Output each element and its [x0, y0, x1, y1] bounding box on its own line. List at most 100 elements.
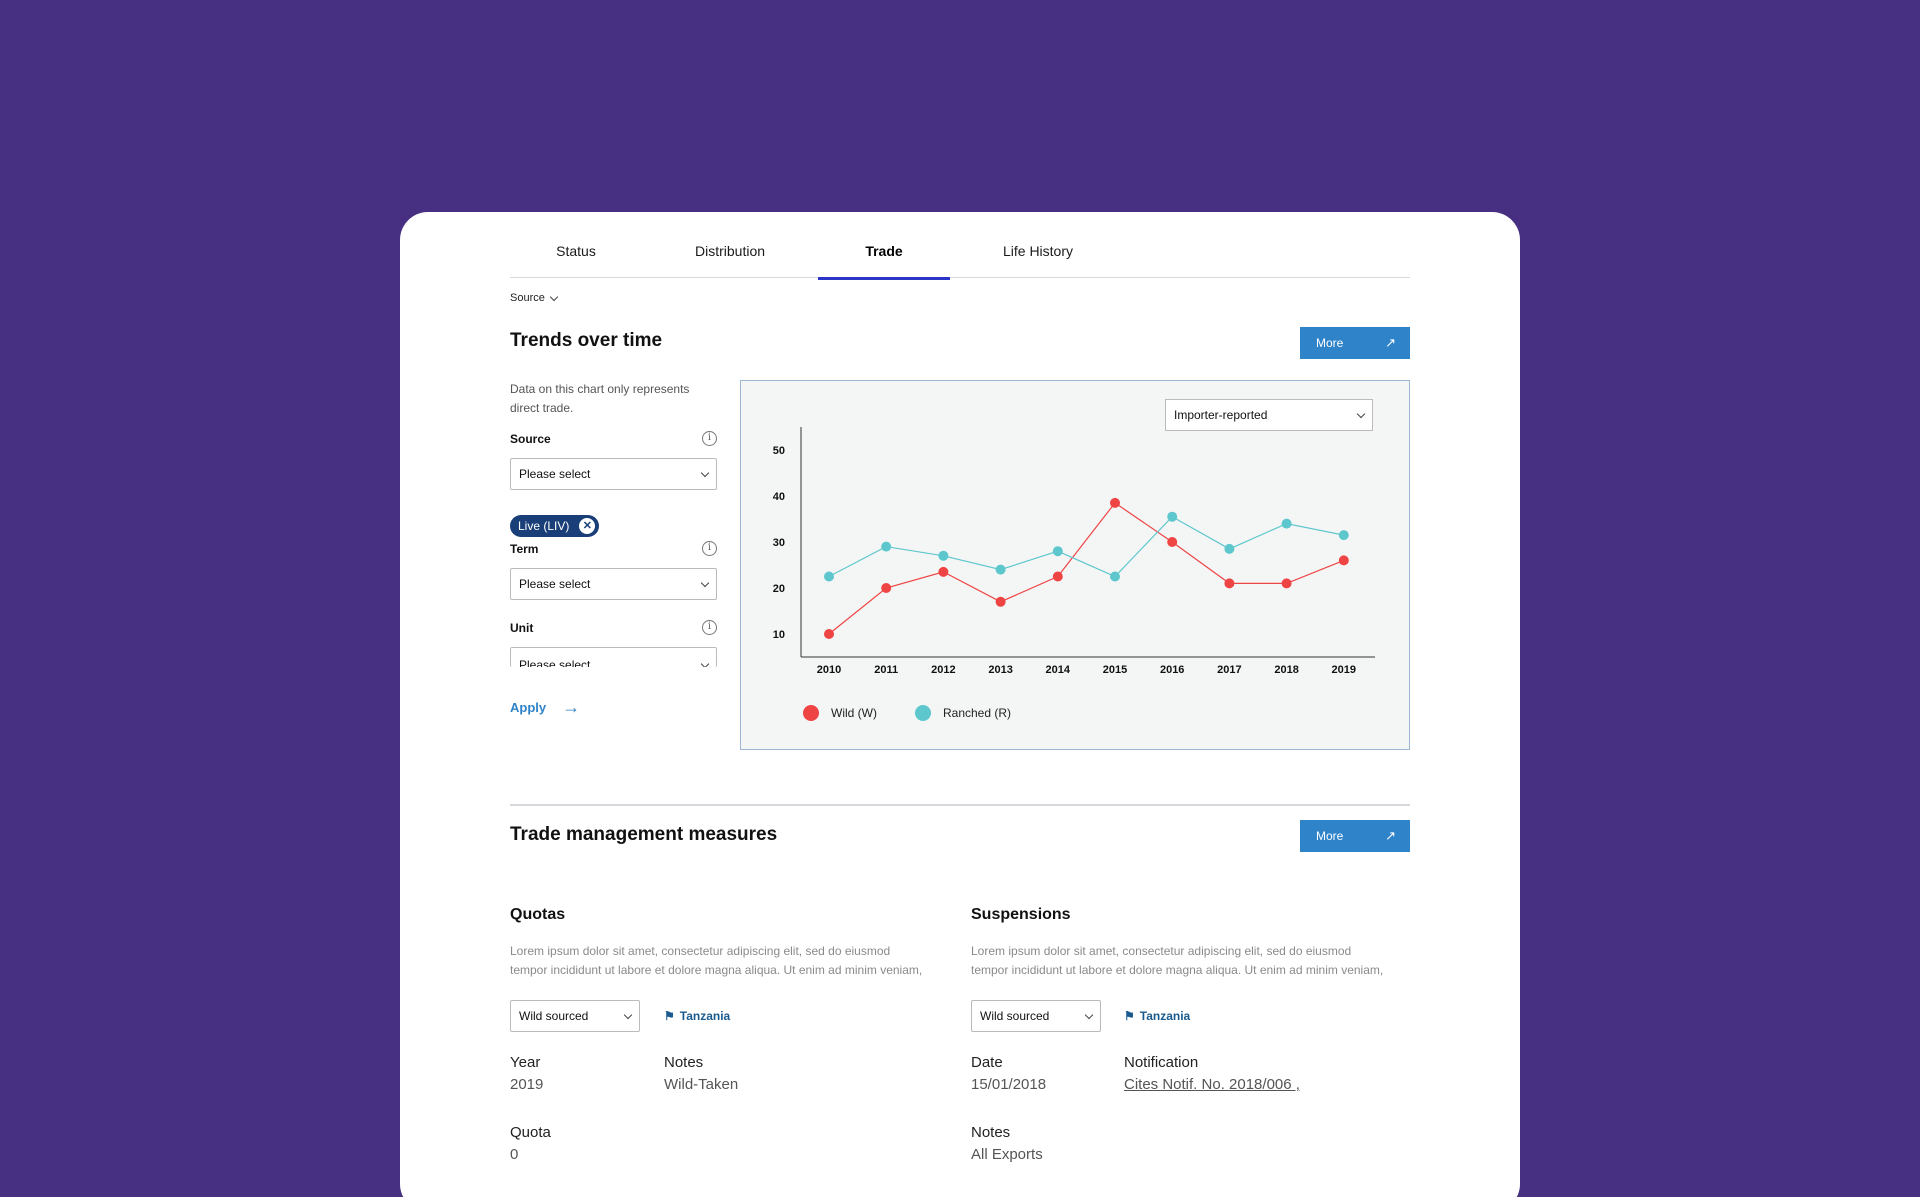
- series-line-0: [828, 502, 1345, 635]
- filter-chip: Live (LIV) ✕: [510, 515, 600, 537]
- quotas-description-line: tempor incididunt ut labore et dolore ma…: [510, 963, 923, 977]
- legend-label-wild: Wild (W): [831, 706, 877, 720]
- quotas-description-line: Lorem ipsum dolor sit amet, consectetur …: [510, 944, 891, 958]
- tab-distribution[interactable]: Distribution: [694, 243, 766, 259]
- management-more-button[interactable]: More ↗: [1300, 820, 1410, 852]
- x-tick-label: 2012: [931, 664, 955, 676]
- quotas-year-value: 2019: [510, 1076, 544, 1093]
- external-arrow-icon: ↗: [1385, 828, 1396, 843]
- series-point-1: [1281, 518, 1292, 529]
- quotas-quota-label: Quota: [510, 1124, 551, 1141]
- suspensions-date-value: 15/01/2018: [971, 1076, 1047, 1093]
- unit-label: Unit: [510, 621, 534, 635]
- legend-item-ranched: Ranched (R): [914, 705, 1012, 721]
- series-point-0: [881, 583, 892, 593]
- y-tick-label: 50: [773, 445, 785, 457]
- info-icon[interactable]: i: [702, 431, 717, 446]
- series-point-0: [1110, 497, 1120, 508]
- quotas-country-name: Tanzania: [679, 1009, 731, 1023]
- series-point-1: [1167, 511, 1178, 522]
- term-select-value: Please select: [519, 577, 591, 591]
- suspensions-country[interactable]: ⚑ Tanzania: [1124, 1009, 1190, 1023]
- chart-note: Data on this chart only represents direc…: [510, 382, 690, 415]
- series-point-1: [1052, 546, 1063, 557]
- source-select[interactable]: Please select: [510, 458, 717, 490]
- x-tick-label: 2017: [1217, 664, 1241, 676]
- source-select-value: Please select: [519, 467, 591, 481]
- unit-select-value: Please select: [519, 657, 591, 668]
- series-line-1: [828, 515, 1344, 578]
- suspensions-title: Suspensions: [971, 906, 1071, 923]
- more-button-label: More: [1316, 829, 1344, 843]
- content-card: Status Distribution Trade Life History S…: [400, 212, 1520, 1197]
- y-tick-label: 20: [773, 583, 785, 595]
- series-point-0: [938, 566, 949, 577]
- term-label: Term: [510, 542, 539, 556]
- series-point-0: [1167, 537, 1178, 547]
- series-point-1: [881, 541, 892, 552]
- suspensions-country-name: Tanzania: [1139, 1009, 1191, 1023]
- chip-label: Live (LIV): [518, 519, 570, 533]
- tab-status[interactable]: Status: [556, 243, 596, 259]
- notification-link[interactable]: Cites Notif. No. 2018/006 ,: [1124, 1076, 1300, 1093]
- suspensions-description: Lorem ipsum dolor sit amet, consectetur …: [971, 942, 1431, 980]
- series-point-0: [1224, 578, 1235, 589]
- reporter-select[interactable]: Importer-reported: [1165, 399, 1373, 431]
- quotas-source-select[interactable]: Wild sourced: [510, 1000, 640, 1032]
- quotas-country[interactable]: ⚑ Tanzania: [664, 1009, 730, 1023]
- chart-legend: Wild (W) Ranched (R): [803, 705, 1011, 721]
- management-title: Trade management measures: [510, 824, 778, 845]
- suspensions-source-select[interactable]: Wild sourced: [971, 1000, 1101, 1032]
- trends-more-button[interactable]: More ↗: [1300, 327, 1410, 359]
- series-point-0: [1281, 578, 1292, 589]
- series-point-0: [995, 596, 1006, 607]
- legend-swatch-wild: [803, 705, 819, 721]
- x-tick-label: 2018: [1274, 664, 1298, 676]
- chevron-down-icon: [549, 292, 559, 301]
- chevron-down-icon: [623, 1010, 633, 1019]
- legend-swatch-ranched: [914, 705, 931, 721]
- apply-label: Apply: [510, 700, 547, 715]
- legend-label-ranched: Ranched (R): [942, 706, 1012, 720]
- x-tick-label: 2013: [988, 664, 1012, 676]
- series-point-1: [1224, 543, 1235, 554]
- series-point-1: [1338, 530, 1349, 541]
- trends-title: Trends over time: [510, 330, 663, 351]
- info-icon[interactable]: i: [702, 541, 717, 556]
- x-tick-label: 2019: [1332, 664, 1356, 676]
- x-tick-label: 2016: [1160, 664, 1184, 676]
- section-divider: [510, 804, 1410, 806]
- quotas-description: Lorem ipsum dolor sit amet, consectetur …: [510, 942, 970, 980]
- quotas-notes-value: Wild-Taken: [664, 1076, 739, 1093]
- suspensions-select-value: Wild sourced: [980, 1009, 1050, 1023]
- chart-panel: 10 20 30 40 50 2010 2011 2012 2013 2014 2015 2016 20…: [740, 380, 1410, 750]
- info-icon[interactable]: i: [702, 620, 717, 635]
- suspensions-notification-label: Notification: [1124, 1054, 1199, 1071]
- y-tick-label: 10: [773, 629, 785, 641]
- series-point-1: [995, 564, 1006, 575]
- series-point-1: [1110, 571, 1120, 582]
- suspensions-notes-label: Notes: [971, 1124, 1011, 1141]
- more-button-label: More: [1316, 336, 1344, 350]
- unit-select[interactable]: Please select: [510, 647, 717, 667]
- quotas-title: Quotas: [510, 906, 566, 923]
- term-select[interactable]: Please select: [510, 568, 717, 600]
- chevron-down-icon: [700, 468, 710, 477]
- series-point-0: [1052, 571, 1063, 582]
- chevron-down-icon: [1084, 1010, 1094, 1019]
- close-icon[interactable]: ✕: [579, 518, 596, 534]
- quotas-quota-value: 0: [510, 1146, 519, 1163]
- x-tick-label: 2014: [1046, 664, 1071, 676]
- arrow-right-icon: →: [562, 697, 581, 717]
- reporter-select-value: Importer-reported: [1174, 408, 1268, 422]
- y-tick-label: 30: [773, 537, 785, 549]
- series-point-1: [824, 571, 834, 582]
- source-dropdown-toggle[interactable]: Source: [510, 292, 559, 304]
- chevron-down-icon: [1356, 409, 1366, 418]
- suspensions-description-line: Lorem ipsum dolor sit amet, consectetur …: [971, 944, 1352, 958]
- series-point-0: [824, 629, 834, 639]
- apply-link[interactable]: Apply →: [510, 697, 580, 718]
- tab-trade[interactable]: Trade: [818, 240, 950, 280]
- series-point-0: [1338, 555, 1349, 566]
- tab-life-history[interactable]: Life History: [1002, 243, 1074, 259]
